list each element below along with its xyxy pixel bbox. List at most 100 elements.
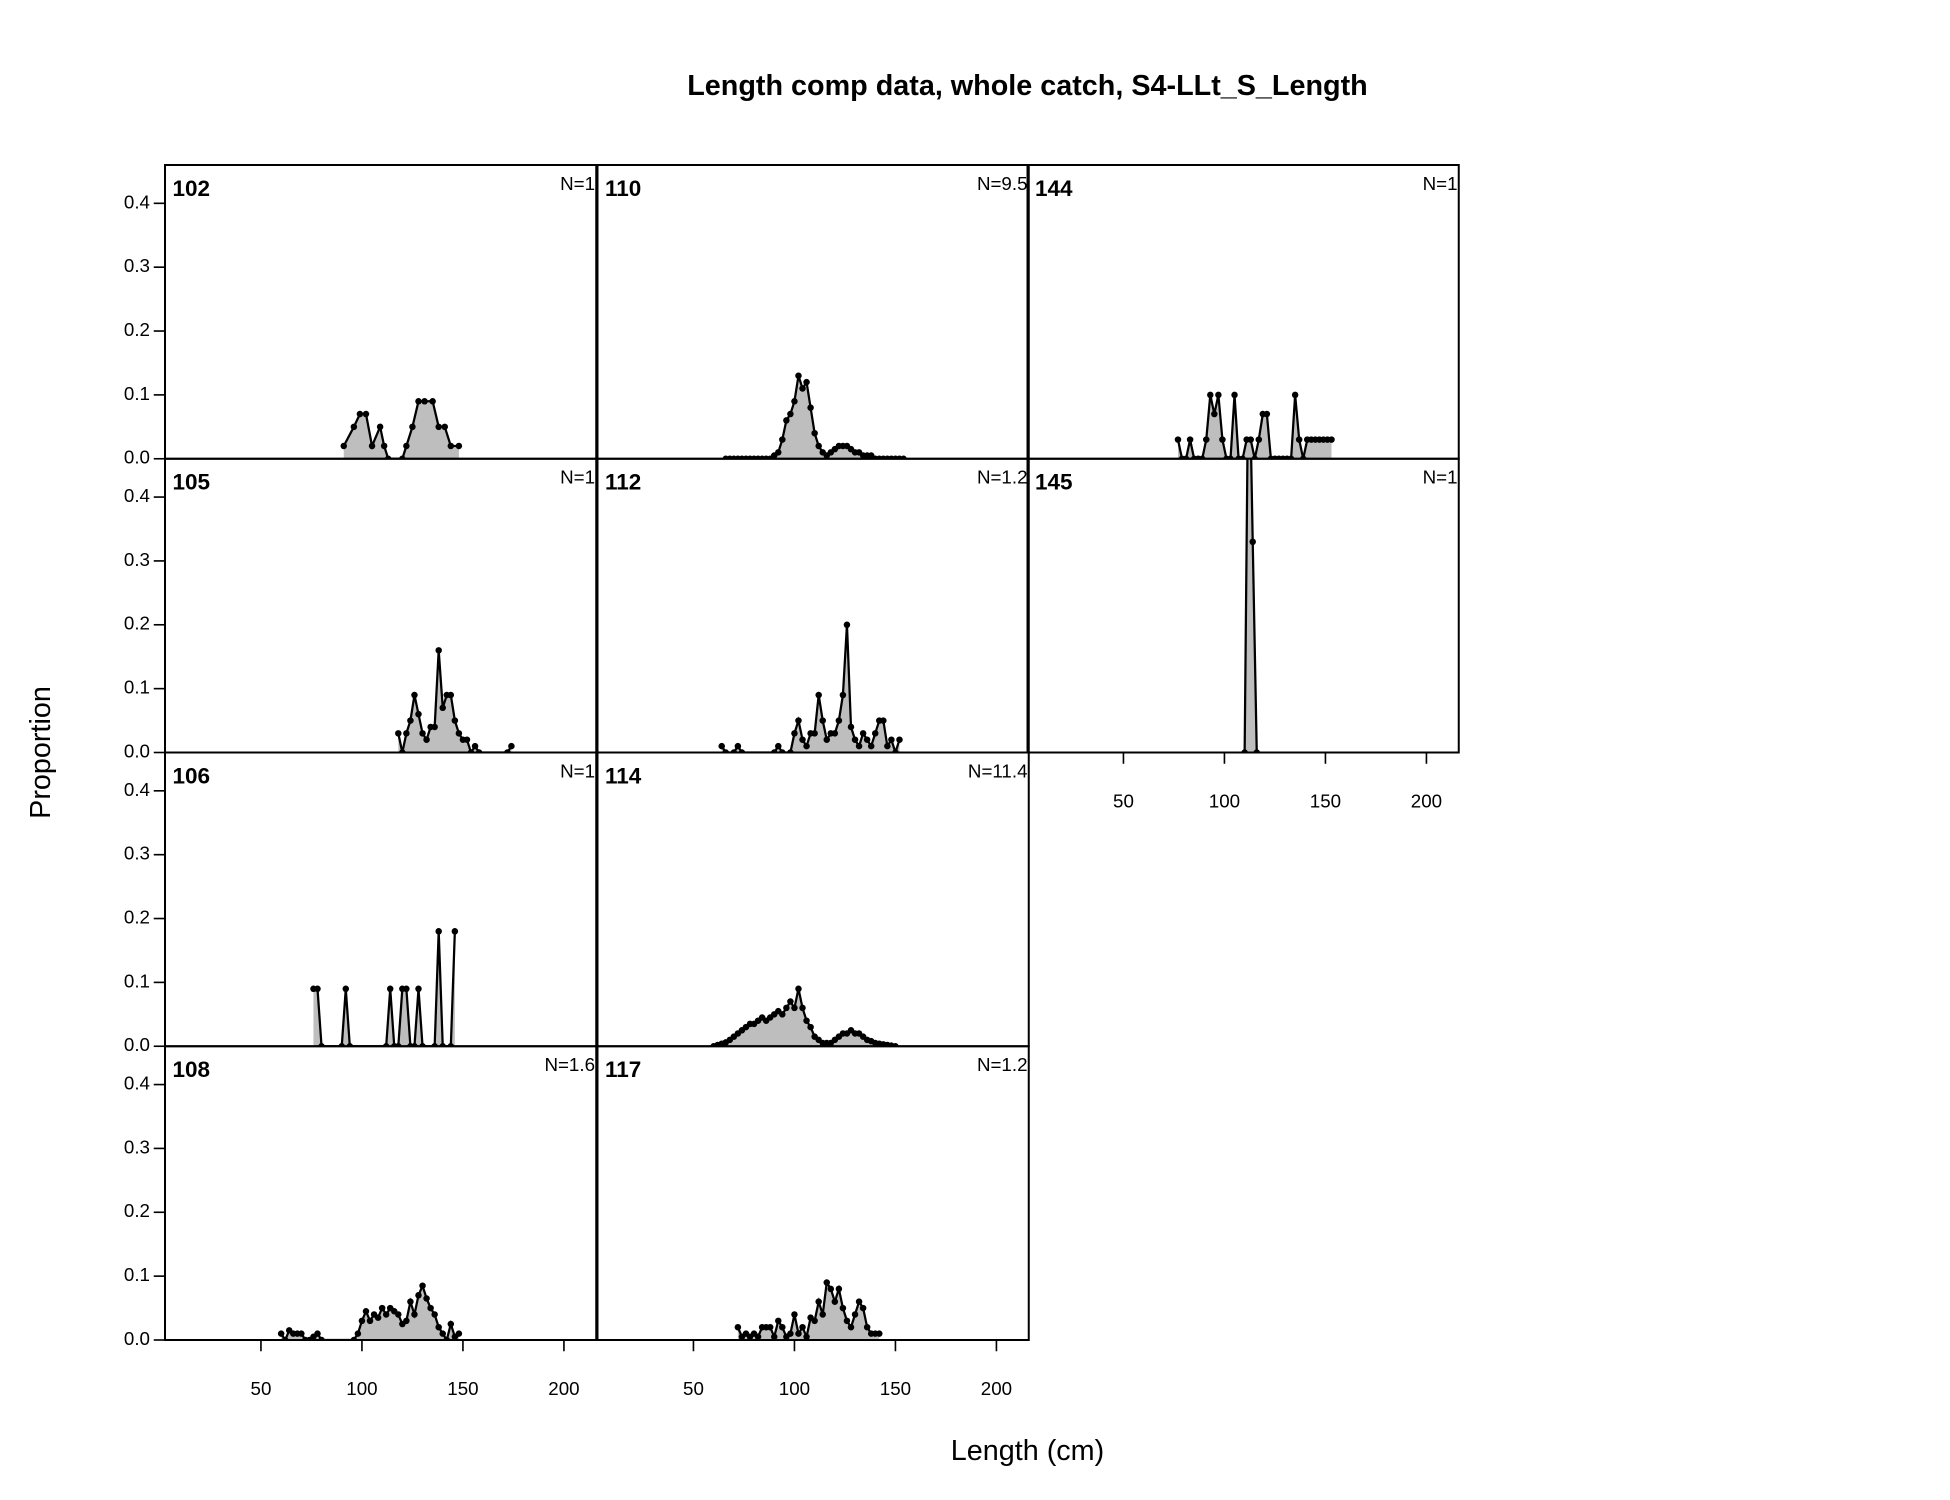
data-point <box>815 442 822 450</box>
data-point <box>441 423 449 431</box>
x-tick-label: 150 <box>880 1378 911 1399</box>
data-point <box>395 730 402 737</box>
data-point <box>386 985 394 993</box>
data-point <box>775 449 782 456</box>
data-point <box>803 378 810 386</box>
data-point <box>356 410 364 418</box>
data-point <box>411 1311 418 1318</box>
data-point <box>340 442 348 450</box>
panel-frame <box>164 164 598 460</box>
area-fill <box>725 375 904 459</box>
series-line <box>313 931 456 1047</box>
panel-frame <box>596 1045 1030 1341</box>
x-tick-label: 50 <box>1113 790 1134 811</box>
panel-plot <box>1241 321 1261 753</box>
sample-size: N=1 <box>560 467 595 488</box>
data-point <box>1263 410 1271 418</box>
data-point <box>734 742 742 750</box>
data-point <box>787 410 794 418</box>
data-point <box>314 985 321 993</box>
data-point <box>411 691 418 699</box>
figure-title: Length comp data, whole catch, S4-LLt_S_… <box>687 70 1367 102</box>
y-tick-label: 0.4 <box>124 1073 150 1094</box>
data-point <box>880 717 887 724</box>
data-point <box>403 730 410 737</box>
x-tick-label: 100 <box>779 1378 810 1399</box>
sample-size: N=11.4 <box>968 760 1028 781</box>
data-point <box>819 1311 826 1318</box>
data-point <box>403 442 410 450</box>
data-point <box>471 742 479 750</box>
panel-frame <box>596 751 1030 1048</box>
y-tick-label: 0.1 <box>124 1264 150 1285</box>
data-point <box>863 736 871 743</box>
data-point <box>1219 436 1226 443</box>
x-tick-label: 150 <box>1310 790 1341 811</box>
panel-label: 145 <box>1035 470 1073 495</box>
data-point <box>409 423 416 431</box>
data-point <box>358 1317 366 1325</box>
data-point <box>415 710 422 718</box>
data-point <box>407 717 414 724</box>
data-point <box>791 1311 798 1318</box>
data-point <box>734 1323 742 1331</box>
data-point <box>766 1323 774 1331</box>
data-point <box>815 1298 822 1305</box>
panel-label: 108 <box>173 1057 211 1082</box>
data-point <box>431 723 438 731</box>
panel-frame <box>1026 164 1460 460</box>
data-point <box>314 1330 321 1337</box>
data-point <box>380 442 388 450</box>
data-point <box>366 1317 374 1325</box>
data-point <box>1211 410 1218 418</box>
data-point <box>795 985 802 993</box>
data-point <box>463 736 471 743</box>
y-tick-label: 0.0 <box>124 740 150 761</box>
data-point <box>421 398 428 405</box>
data-point <box>827 1285 835 1293</box>
panel-plot <box>340 398 463 459</box>
data-point <box>884 742 891 750</box>
data-point <box>415 398 422 405</box>
data-point <box>791 730 798 737</box>
data-point <box>354 1330 362 1337</box>
y-tick-label: 0.2 <box>124 1200 150 1221</box>
data-point <box>1245 321 1252 328</box>
data-point <box>779 1011 786 1018</box>
data-point <box>896 736 903 743</box>
data-point <box>362 1308 370 1315</box>
data-point <box>831 730 839 737</box>
panel-label: 114 <box>605 763 642 788</box>
panel-plot <box>310 928 459 1047</box>
data-point <box>1291 391 1299 399</box>
data-point <box>847 1323 855 1331</box>
panel-plot <box>734 1279 883 1340</box>
y-tick-label: 0.2 <box>124 319 150 340</box>
data-point <box>427 1304 434 1312</box>
data-point <box>787 998 794 1005</box>
data-point <box>791 398 798 405</box>
data-point <box>799 385 806 392</box>
sample-size: N=1.2 <box>977 1054 1028 1075</box>
data-point <box>447 442 455 450</box>
y-tick-label: 0.1 <box>124 677 150 698</box>
panel-frame <box>164 1045 598 1341</box>
panel-frame <box>596 457 1030 754</box>
data-point <box>799 1323 806 1331</box>
data-point <box>374 1314 382 1321</box>
data-point <box>435 1323 442 1331</box>
data-point <box>815 691 822 699</box>
data-point <box>1207 391 1214 399</box>
data-point <box>888 736 895 743</box>
y-tick-label: 0.3 <box>124 843 150 864</box>
data-point <box>350 423 358 431</box>
area-fill <box>398 650 512 753</box>
data-point <box>419 1282 426 1289</box>
panel-plot <box>1174 391 1335 459</box>
data-point <box>799 736 806 743</box>
series-line <box>1176 394 1332 459</box>
data-point <box>439 704 446 712</box>
panel-label: 117 <box>605 1057 641 1082</box>
data-point <box>847 723 855 731</box>
data-point <box>362 410 370 418</box>
